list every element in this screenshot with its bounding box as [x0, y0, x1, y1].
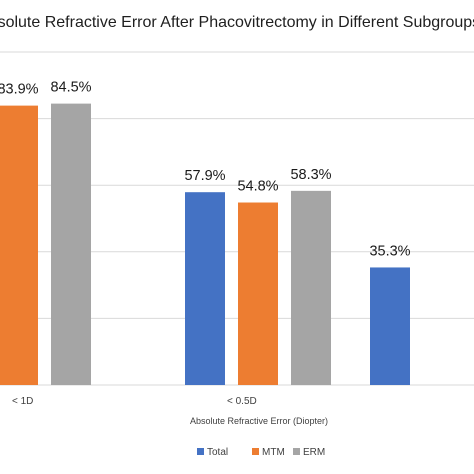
legend-label-mtm: MTM	[262, 447, 285, 458]
legend-swatch-total	[197, 448, 204, 455]
bar-erm-1	[291, 190, 331, 385]
legend-label-erm: ERM	[303, 447, 325, 458]
bar-mtm-0	[0, 105, 38, 385]
data-label-mtm-0: 83.9%	[0, 82, 39, 98]
data-label-total-2: 35.3%	[369, 243, 410, 259]
data-label-erm-1: 58.3%	[290, 167, 331, 183]
bar-erm-0	[51, 103, 91, 386]
data-label-total-1: 57.9%	[184, 168, 225, 184]
x-axis-title: Absolute Refractive Error (Diopter)	[190, 416, 328, 426]
chart-title: Absolute Refractive Error After Phacovit…	[0, 14, 474, 31]
bar-mtm-1	[238, 202, 278, 385]
x-tick-labels: < 1D < 0.5D	[12, 396, 257, 407]
bar-total-2	[370, 267, 410, 385]
legend-swatch-erm	[293, 448, 300, 455]
x-tick-label: < 1D	[12, 396, 33, 407]
x-tick-label: < 0.5D	[227, 396, 257, 407]
bar-total-1	[185, 192, 225, 385]
bars	[0, 103, 410, 386]
legend-swatch-mtm	[252, 448, 259, 455]
data-labels: 57.9% 35.3% 83.9% 54.8% 84.5% 58.3%	[0, 80, 411, 260]
legend-label-total: Total	[207, 447, 228, 458]
data-label-mtm-1: 54.8%	[237, 179, 278, 195]
legend: Total MTM ERM	[197, 447, 325, 458]
data-label-erm-0: 84.5%	[50, 80, 91, 96]
